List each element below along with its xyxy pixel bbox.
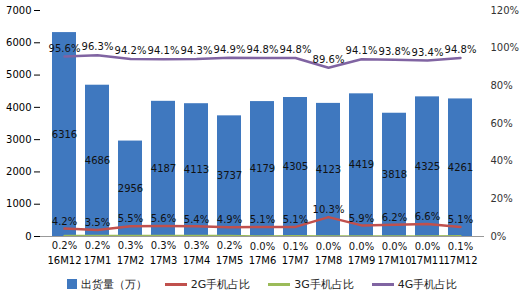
svg-text:94.2%: 94.2% [115,45,147,56]
svg-text:5.6%: 5.6% [151,213,176,224]
svg-text:5.1%: 5.1% [448,214,473,225]
svg-text:4113: 4113 [184,164,209,175]
svg-text:1000: 1000 [6,198,31,209]
svg-text:4000: 4000 [6,102,31,113]
svg-text:94.8%: 94.8% [280,44,312,55]
svg-text:3000: 3000 [6,134,31,145]
svg-text:6.2%: 6.2% [382,212,407,223]
svg-text:80%: 80% [491,80,513,91]
svg-text:5.1%: 5.1% [283,214,308,225]
svg-text:120%: 120% [491,5,520,16]
svg-text:0.3%: 0.3% [118,240,143,251]
svg-text:4187: 4187 [151,163,176,174]
svg-text:94.9%: 94.9% [214,44,246,55]
svg-text:0.3%: 0.3% [184,240,209,251]
svg-text:0.2%: 0.2% [85,240,110,251]
svg-text:0.2%: 0.2% [217,240,242,251]
html-text:2G手机占比: 2G手机占比 [190,277,251,291]
svg-text:17M3: 17M3 [150,255,178,266]
svg-text:0.3%: 0.3% [151,240,176,251]
svg-text:3.5%: 3.5% [85,217,110,228]
svg-text:96.3%: 96.3% [82,41,114,52]
svg-text:94.1%: 94.1% [346,45,378,56]
svg-text:0: 0 [25,231,31,242]
svg-text:17M7: 17M7 [282,255,310,266]
svg-text:0.2%: 0.2% [52,240,77,251]
svg-text:5.9%: 5.9% [349,213,374,224]
svg-text:4305: 4305 [283,161,308,172]
svg-text:6.6%: 6.6% [415,211,440,222]
svg-text:16M12: 16M12 [47,255,81,266]
svg-text:94.8%: 94.8% [445,44,477,55]
svg-text:0.1%: 0.1% [283,241,308,252]
svg-text:93.4%: 93.4% [412,47,444,58]
svg-text:0.0%: 0.0% [415,241,440,252]
svg-text:3818: 3818 [382,169,407,180]
html-text:3G手机占比: 3G手机占比 [294,277,354,291]
svg-text:100%: 100% [491,42,520,53]
svg-text:4419: 4419 [349,159,374,170]
svg-text:4.9%: 4.9% [217,214,242,225]
svg-text:17M1: 17M1 [84,255,112,266]
svg-text:5000: 5000 [6,69,31,80]
svg-text:3737: 3737 [217,170,242,181]
svg-text:17M12: 17M12 [443,255,477,266]
svg-text:6000: 6000 [6,37,31,48]
svg-text:94.1%: 94.1% [148,45,180,56]
svg-text:5.4%: 5.4% [184,214,209,225]
svg-text:7000: 7000 [6,5,31,16]
svg-text:40%: 40% [491,155,513,166]
svg-text:2000: 2000 [6,166,31,177]
svg-text:0.0%: 0.0% [250,241,275,252]
svg-text:0.0%: 0.0% [316,241,341,252]
svg-text:4325: 4325 [415,161,440,172]
svg-text:17M8: 17M8 [315,255,343,266]
svg-text:17M10: 17M10 [377,255,411,266]
svg-text:94.3%: 94.3% [181,45,213,56]
svg-text:17M2: 17M2 [117,255,145,266]
svg-text:17M6: 17M6 [249,255,277,266]
svg-text:4123: 4123 [316,164,341,175]
svg-text:17M4: 17M4 [183,255,211,266]
svg-text:0%: 0% [491,231,507,242]
html-text:4G手机占比: 4G手机占比 [397,277,458,291]
svg-text:4261: 4261 [448,162,473,173]
svg-text:17M5: 17M5 [216,255,244,266]
html-text:出货量（万）: 出货量（万） [80,277,147,291]
svg-text:6316: 6316 [52,129,77,140]
svg-text:17M9: 17M9 [348,255,376,266]
svg-text:10.3%: 10.3% [313,204,345,215]
svg-text:17M11: 17M11 [410,255,444,266]
svg-text:93.8%: 93.8% [379,46,411,57]
svg-text:20%: 20% [491,193,513,204]
svg-text:4686: 4686 [85,155,110,166]
svg-text:89.6%: 89.6% [313,54,345,65]
svg-text:5.1%: 5.1% [250,214,275,225]
svg-text:60%: 60% [491,118,513,129]
svg-text:0.0%: 0.0% [382,241,407,252]
svg-text:0.0%: 0.0% [349,241,374,252]
svg-text:4179: 4179 [250,163,275,174]
svg-text:2956: 2956 [118,183,143,194]
svg-text:94.8%: 94.8% [247,44,279,55]
svg-text:95.6%: 95.6% [49,43,81,54]
svg-text:4.2%: 4.2% [52,216,77,227]
svg-text:0.1%: 0.1% [448,241,473,252]
svg-text:5.5%: 5.5% [118,213,143,224]
